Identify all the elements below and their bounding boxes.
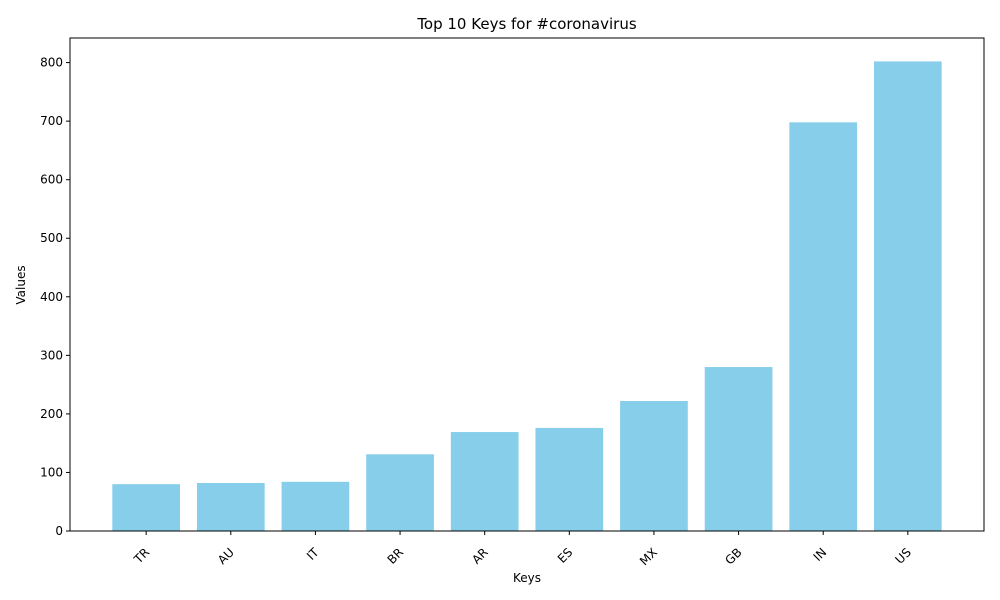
bar-in — [789, 122, 858, 531]
bar-br — [366, 454, 434, 531]
x-tick-label: ES — [555, 545, 576, 566]
y-tick-label: 700 — [40, 114, 63, 128]
y-axis-ticks: 0 100 200 300 400 500 600 700 800 — [40, 56, 70, 538]
x-tick-label: IT — [304, 545, 322, 563]
x-tick-label: US — [892, 545, 914, 567]
x-tick-label: AR — [469, 545, 491, 567]
x-tick-label: GB — [722, 545, 744, 567]
x-axis-ticks: TR AU IT BR AR ES MX GB IN US — [131, 531, 914, 568]
y-tick-label: 300 — [40, 348, 63, 362]
x-tick-label: IN — [811, 545, 830, 564]
y-tick-label: 500 — [40, 231, 63, 245]
bar-au — [196, 482, 265, 531]
x-tick-label: AU — [215, 545, 237, 567]
bar-es — [535, 427, 604, 531]
bar-ar — [450, 432, 519, 531]
x-axis-label: Keys — [513, 571, 541, 585]
y-tick-label: 800 — [40, 56, 63, 70]
y-tick-label: 0 — [55, 524, 63, 538]
bars-group — [112, 61, 942, 531]
y-tick-label: 200 — [40, 407, 63, 421]
bar-gb — [704, 367, 773, 531]
chart-title: Top 10 Keys for #coronavirus — [416, 15, 637, 33]
x-tick-label: MX — [637, 545, 660, 568]
y-tick-label: 100 — [40, 465, 63, 479]
y-tick-label: 600 — [40, 173, 63, 187]
y-axis-label: Values — [14, 265, 28, 304]
bar-mx — [620, 401, 688, 531]
x-tick-label: BR — [385, 545, 407, 567]
x-tick-label: TR — [131, 545, 153, 567]
bar-us — [873, 61, 942, 531]
bar-it — [281, 481, 350, 531]
plot-frame — [69, 37, 985, 532]
bar-tr — [112, 484, 181, 531]
y-tick-label: 400 — [40, 290, 63, 304]
